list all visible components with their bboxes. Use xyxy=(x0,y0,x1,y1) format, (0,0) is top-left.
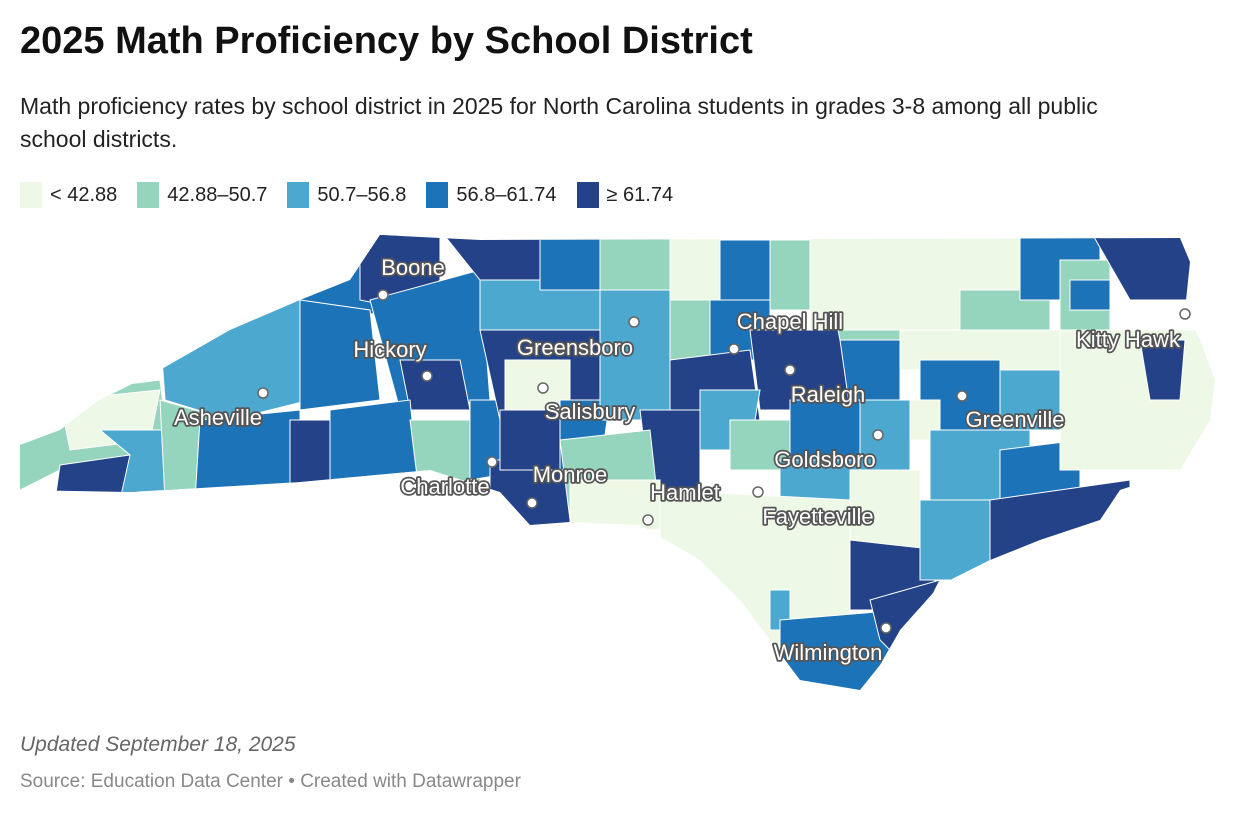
legend-swatch xyxy=(287,182,310,208)
city-label: Goldsboro xyxy=(774,447,876,472)
city-dot xyxy=(728,343,740,355)
district xyxy=(599,235,671,291)
city-dot xyxy=(880,622,892,634)
legend-label: < 42.88 xyxy=(50,183,118,206)
updated-note: Updated September 18, 2025 xyxy=(20,733,296,756)
city-markers: Boone Chapel Hill Kitty Hawk Hickory Gre… xyxy=(172,253,1191,667)
city-dot xyxy=(537,382,549,394)
city-label: Boone xyxy=(381,255,445,280)
city-label: Monroe xyxy=(533,462,608,487)
city-dot xyxy=(377,289,389,301)
city-dot xyxy=(642,514,654,526)
title: 2025 Math Proficiency by School District xyxy=(20,20,753,62)
legend-label: 50.7–56.8 xyxy=(317,183,407,206)
city-dot xyxy=(956,390,968,402)
legend-swatch xyxy=(137,182,160,208)
district xyxy=(669,235,721,301)
legend-swatch xyxy=(426,182,449,208)
legend-swatch xyxy=(576,182,599,208)
legend-item: ≥ 61.74 xyxy=(576,182,674,208)
legend-item: < 42.88 xyxy=(20,182,117,208)
city-label: Raleigh xyxy=(791,382,866,407)
city-label: Salisbury xyxy=(545,399,635,424)
map: Boone Chapel Hill Kitty Hawk Hickory Gre… xyxy=(20,235,1215,690)
district xyxy=(1139,339,1186,401)
legend-label: 56.8–61.74 xyxy=(456,183,557,206)
district xyxy=(719,239,771,301)
legend-label: 42.88–50.7 xyxy=(167,183,268,206)
city-label: Hickory xyxy=(353,337,426,362)
legend-item: 50.7–56.8 xyxy=(287,182,406,208)
city-dot xyxy=(526,497,538,509)
subtitle: Math proficiency rates by school distric… xyxy=(20,93,1098,152)
city-dot xyxy=(784,364,796,376)
district xyxy=(919,499,1001,581)
legend-label: ≥ 61.74 xyxy=(606,183,674,206)
city-label: Asheville xyxy=(174,405,262,430)
legend-item: 56.8–61.74 xyxy=(426,182,557,208)
city-dot xyxy=(752,486,764,498)
city-label: Greenville xyxy=(965,407,1064,432)
city-label: Fayetteville xyxy=(762,504,873,529)
city-label: Kitty Hawk xyxy=(1076,327,1181,352)
district xyxy=(1069,279,1111,311)
city-dot xyxy=(486,456,498,468)
city-label: Chapel Hill xyxy=(737,309,843,334)
legend: < 42.88 42.88–50.7 50.7–56.8 56.8–61.74 ≥ 61… xyxy=(20,182,673,208)
legend-swatch xyxy=(20,182,42,208)
city-dot xyxy=(421,370,433,382)
legend-item: 42.88–50.7 xyxy=(137,182,267,208)
city-dot xyxy=(1179,308,1191,320)
districts xyxy=(20,235,1215,690)
city-dot xyxy=(257,387,269,399)
city-label: Hamlet xyxy=(650,480,720,505)
city-dot xyxy=(872,429,884,441)
city-label: Charlotte xyxy=(400,474,489,499)
city-dot xyxy=(628,316,640,328)
city-label: Wilmington xyxy=(774,640,883,665)
district xyxy=(299,299,381,411)
district xyxy=(769,239,811,311)
source-note: Source: Education Data Center • Created … xyxy=(20,771,521,792)
district xyxy=(669,299,711,361)
city-label: Greensboro xyxy=(517,335,633,360)
district xyxy=(159,289,311,421)
